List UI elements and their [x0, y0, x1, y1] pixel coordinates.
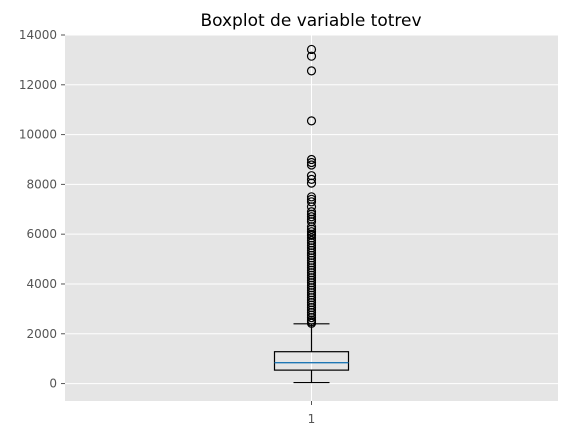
outlier-point — [306, 174, 317, 185]
outlier-point — [306, 178, 317, 188]
outlier-point — [306, 318, 317, 328]
outlier-point — [306, 197, 317, 207]
outlier-point — [306, 157, 317, 168]
outlier-point — [306, 154, 317, 165]
outlier-point — [306, 116, 317, 126]
y-tick-label: 4000 — [26, 277, 57, 291]
outlier-point — [306, 227, 317, 237]
outlier-points — [306, 44, 317, 328]
outlier-point — [306, 66, 317, 76]
x-tick-label: 1 — [308, 412, 316, 426]
x-axis: 1 — [308, 401, 316, 426]
outlier-point — [306, 192, 317, 202]
iqr-box — [273, 351, 350, 371]
outlier-point — [306, 224, 317, 234]
y-tick-label: 12000 — [19, 78, 57, 92]
y-tick-label: 6000 — [26, 227, 57, 241]
y-tick-label: 0 — [49, 377, 57, 391]
y-axis: 0 2000 4000 6000 8000 10000 12000 14000 — [19, 28, 65, 391]
outlier-point — [306, 51, 317, 61]
outlier-point — [306, 160, 317, 170]
y-tick-label: 14000 — [19, 28, 57, 42]
y-tick-label: 2000 — [26, 327, 57, 341]
outlier-point — [306, 312, 317, 323]
y-tick-label: 8000 — [26, 177, 57, 191]
chart-title: Boxplot de variable totrev — [200, 11, 421, 31]
outlier-point — [306, 212, 317, 222]
y-tick-label: 10000 — [19, 128, 57, 142]
outlier-point — [306, 44, 317, 55]
